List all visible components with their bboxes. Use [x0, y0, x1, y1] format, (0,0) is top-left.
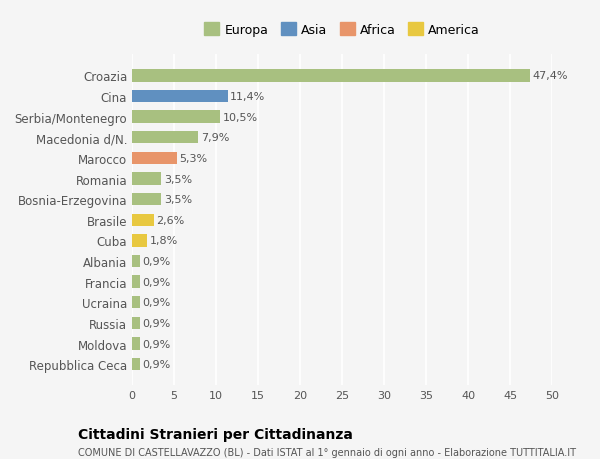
Text: 2,6%: 2,6% [157, 215, 185, 225]
Bar [132, 152, 176, 165]
Text: 47,4%: 47,4% [533, 71, 568, 81]
Bar [132, 70, 530, 83]
Legend: Europa, Asia, Africa, America: Europa, Asia, Africa, America [199, 18, 485, 42]
Text: Cittadini Stranieri per Cittadinanza: Cittadini Stranieri per Cittadinanza [78, 427, 353, 441]
Text: 0,9%: 0,9% [142, 359, 170, 369]
Bar [132, 276, 140, 288]
Bar [132, 173, 161, 185]
Text: 0,9%: 0,9% [142, 257, 170, 267]
Text: 1,8%: 1,8% [149, 236, 178, 246]
Text: 0,9%: 0,9% [142, 297, 170, 308]
Text: 0,9%: 0,9% [142, 318, 170, 328]
Text: 0,9%: 0,9% [142, 339, 170, 349]
Bar [132, 358, 140, 370]
Text: 7,9%: 7,9% [201, 133, 229, 143]
Text: 11,4%: 11,4% [230, 92, 266, 102]
Bar [132, 297, 140, 309]
Bar [132, 132, 199, 144]
Text: COMUNE DI CASTELLAVAZZO (BL) - Dati ISTAT al 1° gennaio di ogni anno - Elaborazi: COMUNE DI CASTELLAVAZZO (BL) - Dati ISTA… [78, 448, 576, 458]
Text: 0,9%: 0,9% [142, 277, 170, 287]
Bar [132, 235, 147, 247]
Bar [132, 338, 140, 350]
Text: 10,5%: 10,5% [223, 112, 258, 123]
Bar [132, 255, 140, 268]
Bar [132, 317, 140, 330]
Bar [132, 194, 161, 206]
Bar [132, 214, 154, 226]
Bar [132, 111, 220, 123]
Text: 3,5%: 3,5% [164, 174, 192, 184]
Text: 5,3%: 5,3% [179, 154, 207, 163]
Text: 3,5%: 3,5% [164, 195, 192, 205]
Bar [132, 91, 228, 103]
